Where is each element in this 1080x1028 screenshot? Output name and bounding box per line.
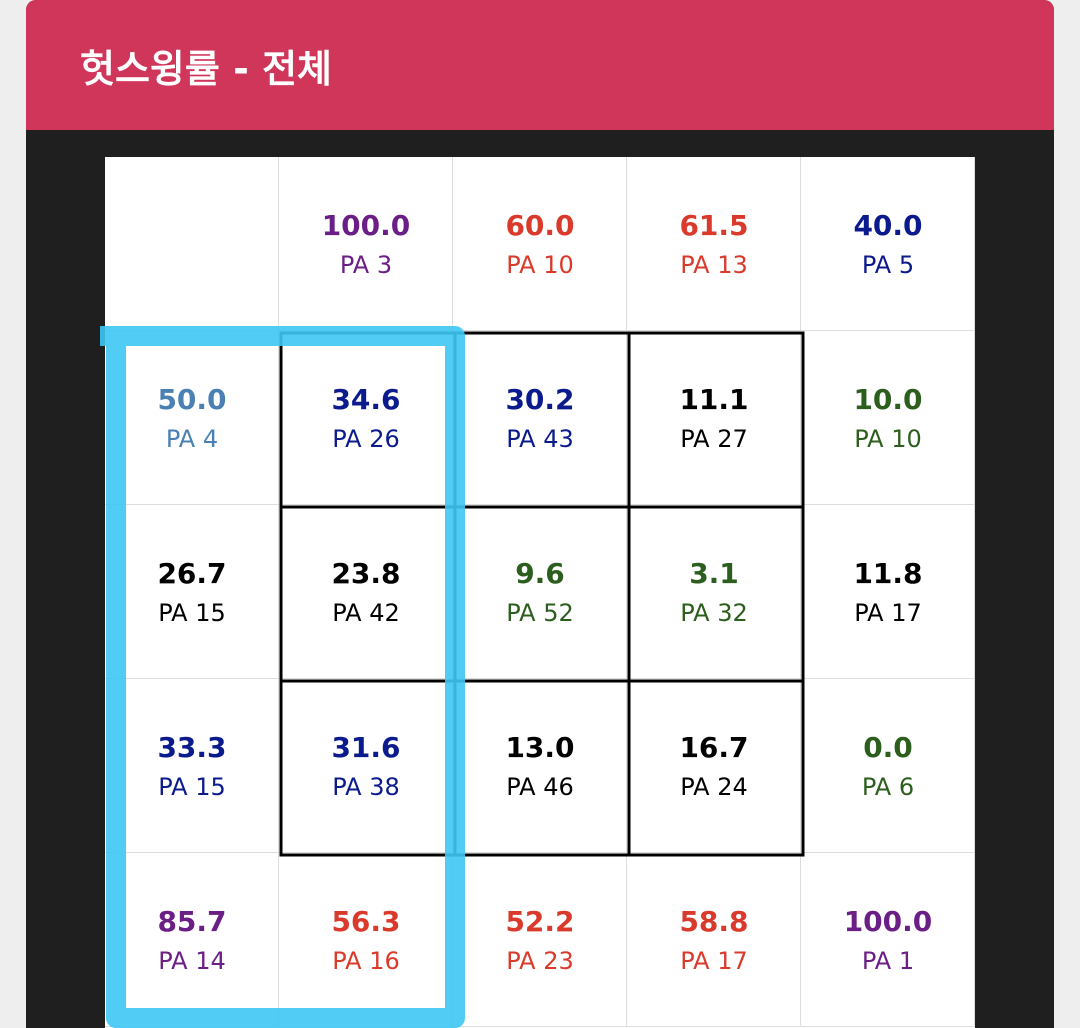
zone-cell: 0.0 PA 6 bbox=[801, 679, 975, 853]
zone-pa: PA 13 bbox=[680, 251, 748, 279]
zone-cell: 58.8 PA 17 bbox=[627, 853, 801, 1027]
zone-cell: 61.5 PA 13 bbox=[627, 157, 801, 331]
zone-pa: PA 27 bbox=[680, 425, 748, 453]
zone-value: 100.0 bbox=[321, 209, 411, 242]
zone-value: 52.2 bbox=[505, 905, 575, 938]
zone-pa: PA 23 bbox=[506, 947, 574, 975]
zone-value: 34.6 bbox=[331, 383, 401, 416]
zone-cell: 52.2 PA 23 bbox=[453, 853, 627, 1027]
zone-value: 40.0 bbox=[853, 209, 923, 242]
zone-value: 30.2 bbox=[505, 383, 575, 416]
zone-pa: PA 6 bbox=[861, 773, 915, 801]
zone-cell: 30.2 PA 43 bbox=[453, 331, 627, 505]
zone-cell: 11.8 PA 17 bbox=[801, 505, 975, 679]
zone-cell: 9.6 PA 52 bbox=[453, 505, 627, 679]
zone-pa: PA 17 bbox=[854, 599, 922, 627]
zone-pa: PA 10 bbox=[506, 251, 574, 279]
strike-zone bbox=[279, 331, 805, 857]
zone-value: 56.3 bbox=[331, 905, 401, 938]
zone-value: 11.1 bbox=[679, 383, 749, 416]
zone-cell: 100.0 PA 1 bbox=[801, 853, 975, 1027]
zone-value: 9.6 bbox=[515, 557, 565, 590]
zone-pa: PA 42 bbox=[332, 599, 400, 627]
header: 헛스윙률 - 전체 bbox=[26, 0, 1054, 130]
zone-value: 60.0 bbox=[505, 209, 575, 242]
zone-pa: PA 32 bbox=[680, 599, 748, 627]
zone-value: 23.8 bbox=[331, 557, 401, 590]
card: 헛스윙률 - 전체 100.0 PA 3 60.0 PA 10 61.5 PA 13 40.… bbox=[26, 0, 1054, 1028]
zone-value: 3.1 bbox=[689, 557, 739, 590]
zone-cell: 3.1 PA 32 bbox=[627, 505, 801, 679]
zone-cell: 23.8 PA 42 bbox=[279, 505, 453, 679]
zone-cell: 40.0 PA 5 bbox=[801, 157, 975, 331]
zone-pa: PA 14 bbox=[158, 947, 226, 975]
zone-cell: 33.3 PA 15 bbox=[105, 679, 279, 853]
zone-pa: PA 43 bbox=[506, 425, 574, 453]
zone-value: 50.0 bbox=[157, 383, 227, 416]
zone-pa: PA 16 bbox=[332, 947, 400, 975]
zone-cell: 34.6 PA 26 bbox=[279, 331, 453, 505]
zone-value: 11.8 bbox=[853, 557, 923, 590]
zone-cell: 10.0 PA 10 bbox=[801, 331, 975, 505]
zone-pa: PA 1 bbox=[861, 947, 915, 975]
zone-pa: PA 10 bbox=[854, 425, 922, 453]
zone-pa: PA 26 bbox=[332, 425, 400, 453]
zone-value: 58.8 bbox=[679, 905, 749, 938]
zone-cell: 85.7 PA 14 bbox=[105, 853, 279, 1027]
zone-pa: PA 15 bbox=[158, 599, 226, 627]
zone-value: 33.3 bbox=[157, 731, 227, 764]
zone-cell: 13.0 PA 46 bbox=[453, 679, 627, 853]
highlight-annotation bbox=[100, 326, 465, 1028]
zone-value: 0.0 bbox=[863, 731, 913, 764]
strike-zone-outline bbox=[279, 331, 805, 857]
zone-cell: 60.0 PA 10 bbox=[453, 157, 627, 331]
zone-pa: PA 24 bbox=[680, 773, 748, 801]
zone-cell: 26.7 PA 15 bbox=[105, 505, 279, 679]
zone-value: 10.0 bbox=[853, 383, 923, 416]
zone-value: 100.0 bbox=[843, 905, 933, 938]
zone-pa: PA 5 bbox=[861, 251, 915, 279]
header-title: 헛스윙률 - 전체 bbox=[80, 47, 332, 91]
zone-cell: 11.1 PA 27 bbox=[627, 331, 801, 505]
zone-pa: PA 17 bbox=[680, 947, 748, 975]
zone-grid: 100.0 PA 3 60.0 PA 10 61.5 PA 13 40.0 PA 5 50.0 P… bbox=[105, 157, 975, 1028]
zone-pa: PA 46 bbox=[506, 773, 574, 801]
zone-cell: 16.7 PA 24 bbox=[627, 679, 801, 853]
zone-value: 85.7 bbox=[157, 905, 227, 938]
zone-pa: PA 4 bbox=[165, 425, 219, 453]
zone-pa: PA 38 bbox=[332, 773, 400, 801]
zone-pa: PA 15 bbox=[158, 773, 226, 801]
zone-pa: PA 3 bbox=[339, 251, 393, 279]
zone-value: 61.5 bbox=[679, 209, 749, 242]
zone-value: 13.0 bbox=[505, 731, 575, 764]
zone-pa: PA 52 bbox=[506, 599, 574, 627]
zone-value: 31.6 bbox=[331, 731, 401, 764]
zone-value: 16.7 bbox=[679, 731, 749, 764]
zone-cell: 31.6 PA 38 bbox=[279, 679, 453, 853]
zone-value: 26.7 bbox=[157, 557, 227, 590]
zone-cell: 50.0 PA 4 bbox=[105, 331, 279, 505]
